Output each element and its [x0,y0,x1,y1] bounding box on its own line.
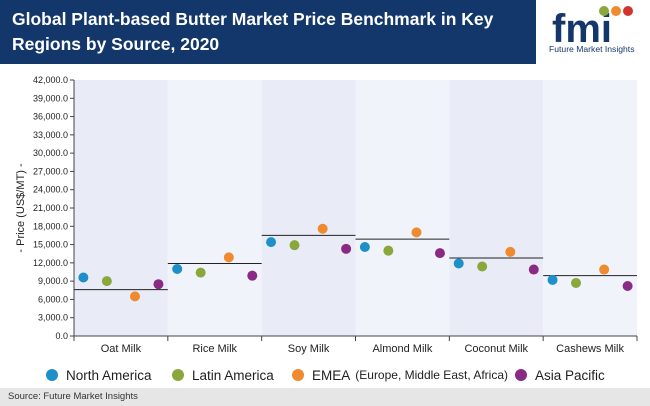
data-point-north-america [453,258,464,269]
data-point-latin-america [571,277,582,288]
legend-item-north-america: North America [46,364,152,386]
x-tick-label: Rice Milk [192,343,237,355]
data-point-asia-pacific [341,243,352,254]
legend-label-latin-america: Latin America [192,367,274,383]
data-point-emea [599,264,610,275]
data-point-latin-america [477,261,488,272]
y-tick-label: 9,000.0 [38,276,68,286]
banner-slant [500,0,536,64]
data-point-emea [317,223,328,234]
y-tick-label: 15,000.0 [33,240,68,250]
x-tick-label: Almond Milk [372,343,432,355]
x-tick-label: Cashews Milk [556,343,624,355]
y-tick-label: 33,000.0 [33,130,68,140]
category-panel [261,80,356,336]
data-point-latin-america [383,245,394,256]
legend-label-emea: EMEA [312,367,351,383]
logo-dot-green [599,6,609,16]
logo-dot-orange [611,6,621,16]
category-panel [355,80,450,336]
y-tick-label: 3,000.0 [38,313,68,323]
legend-marker-emea [292,369,304,381]
legend-item-latin-america: Latin America [172,364,274,386]
y-tick-label: 36,000.0 [33,112,68,122]
category-panel [74,80,168,336]
logo-dot-red [623,6,633,16]
data-point-north-america [266,237,277,248]
legend-item-asia-pacific: Asia Pacific [515,364,605,386]
chart-title-line-1: Global Plant-based Butter Market Price B… [12,9,494,29]
y-tick-label: 6,000.0 [38,294,68,304]
legend-item-emea: EMEA (Europe, Middle East, Africa) [292,364,508,386]
fmi-logo: fmi [552,6,633,51]
data-point-asia-pacific [622,281,633,292]
y-axis-title: - Price (US$/MT) - [15,163,27,253]
data-point-north-america [547,274,558,285]
data-point-north-america [78,272,89,283]
data-point-latin-america [195,267,206,278]
category-panel [167,80,262,336]
data-point-latin-america [101,276,112,287]
legend-label-asia-pacific: Asia Pacific [535,367,605,383]
data-point-north-america [172,263,183,274]
y-tick-label: 27,000.0 [33,166,68,176]
data-point-asia-pacific [247,270,258,281]
data-point-emea [223,252,234,263]
data-point-asia-pacific [528,264,539,275]
chart-title: Global Plant-based Butter Market Price B… [12,7,512,57]
data-point-asia-pacific [153,279,164,290]
banner-background [0,0,536,64]
y-tick-label: 42,000.0 [33,75,68,85]
x-tick-label: Oat Milk [101,343,142,355]
legend-marker-latin-america [172,369,184,381]
legend-label-north-america: North America [66,367,152,383]
x-tick-label: Soy Milk [288,343,330,355]
data-point-north-america [359,242,370,253]
data-point-emea [129,291,140,302]
data-point-emea [505,246,516,257]
title-banner: Global Plant-based Butter Market Price B… [0,0,650,64]
y-tick-label: 39,000.0 [33,93,68,103]
category-panel [543,80,637,336]
price-benchmark-chart: 0.0 3,000.0 6,000.0 9,000.0 12,000.0 15,000.0… [15,75,638,355]
data-point-latin-america [289,240,300,251]
y-tick-label: 12,000.0 [33,258,68,268]
legend-marker-asia-pacific [515,369,527,381]
chart-title-line-2: Regions by Source, 2020 [12,34,220,54]
legend-marker-north-america [46,369,58,381]
logo-tagline: Future Market Insights [549,44,635,54]
data-point-emea [411,227,422,238]
y-tick-label: 30,000.0 [33,148,68,158]
y-tick-label: 18,000.0 [33,221,68,231]
x-tick-label: Coconut Milk [464,343,528,355]
source-text: Source: Future Market Insights [8,391,138,402]
legend-label-emea-detail: (Europe, Middle East, Africa) [355,368,508,382]
legend: North America Latin America EMEA (Europe… [0,364,650,386]
y-tick-label: 0.0 [55,331,68,341]
data-point-asia-pacific [434,248,445,259]
y-tick-label: 21,000.0 [33,203,68,213]
category-panel [449,80,544,336]
source-footer: Source: Future Market Insights [0,388,650,406]
y-tick-label: 24,000.0 [33,185,68,195]
